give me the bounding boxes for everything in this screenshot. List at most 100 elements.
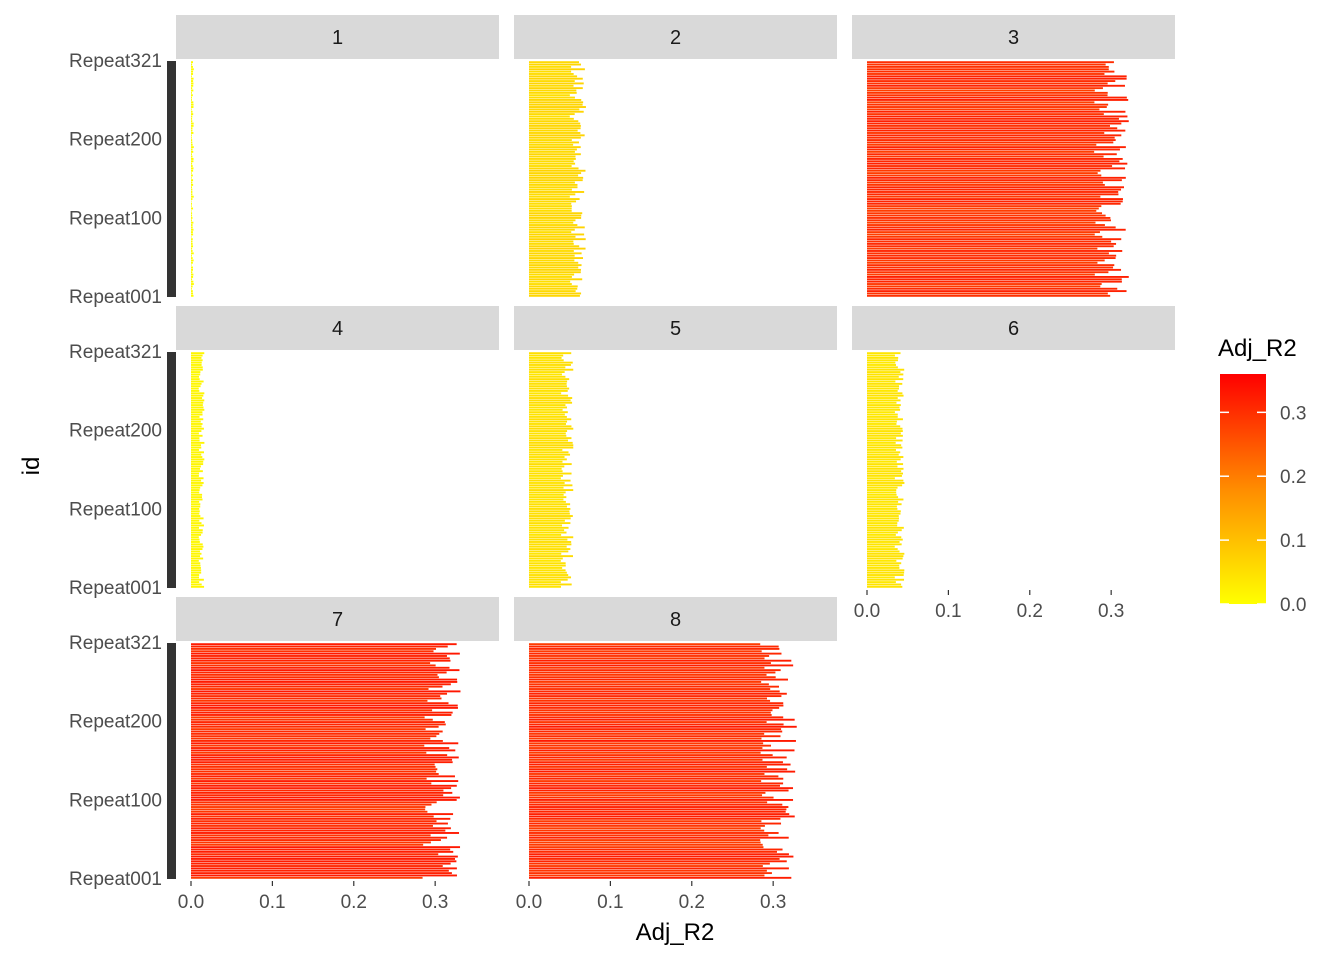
bar (191, 188, 193, 191)
bar (191, 659, 451, 662)
bar (191, 775, 455, 778)
bar (191, 439, 200, 442)
bar (867, 465, 898, 468)
bar (529, 692, 787, 695)
bar (191, 550, 200, 553)
bar (191, 803, 432, 806)
bar (529, 678, 788, 681)
bar (529, 394, 569, 397)
bar (529, 730, 783, 733)
bar (529, 690, 780, 693)
y-tick-labels-row-1: Repeat001 Repeat100 Repeat200 Repeat321 (69, 51, 176, 308)
bar (191, 507, 200, 510)
bar (529, 500, 566, 503)
bar (529, 446, 574, 449)
bar (867, 271, 1109, 274)
bar (191, 465, 201, 468)
bar (529, 259, 575, 262)
bar (191, 754, 448, 757)
bar (867, 512, 901, 515)
bar (529, 747, 763, 749)
bar (191, 467, 200, 470)
bar (529, 557, 563, 560)
bar (191, 862, 451, 865)
bar (191, 832, 460, 834)
bar (867, 106, 1107, 108)
bar (867, 87, 1103, 90)
bar (191, 209, 192, 212)
bar (529, 387, 570, 390)
bar (529, 803, 783, 806)
bar (867, 240, 1112, 243)
bar (529, 70, 572, 73)
bar (191, 193, 193, 196)
bar (191, 827, 451, 830)
bar (529, 238, 586, 241)
x-axis-panel-8: 0.0 0.1 0.2 0.3 (516, 881, 786, 913)
y-axis-ticks (167, 643, 176, 879)
bar (529, 728, 782, 731)
bar (529, 235, 576, 238)
bar (867, 418, 903, 421)
bar (867, 548, 898, 551)
bar (191, 441, 205, 444)
bar (191, 186, 193, 189)
facet-strip-3 (852, 15, 1175, 59)
bar (529, 444, 574, 447)
bar (529, 775, 779, 778)
bar (867, 129, 1126, 132)
bar (191, 221, 194, 224)
bar (529, 515, 573, 517)
bar (867, 165, 1113, 167)
bar (191, 585, 205, 588)
bar (191, 245, 194, 248)
bar (191, 482, 204, 484)
bar (191, 63, 193, 66)
facet-strip-7 (176, 597, 499, 641)
bar (529, 157, 576, 160)
bar (529, 219, 576, 222)
bar (191, 765, 436, 768)
bar (867, 470, 902, 473)
bar (529, 562, 566, 565)
bar (191, 770, 437, 773)
bar (529, 836, 789, 839)
bar (191, 510, 200, 513)
bar (191, 836, 448, 839)
bar (867, 571, 905, 574)
bar (867, 150, 1095, 153)
x-tick-label: 0.3 (760, 892, 786, 913)
bar (867, 401, 897, 404)
bar (191, 815, 434, 818)
bar (529, 61, 580, 64)
bar (867, 167, 1126, 170)
bar (529, 165, 572, 167)
bar (529, 82, 584, 85)
bar (191, 662, 431, 665)
bar (529, 465, 565, 468)
bar (529, 702, 784, 705)
bar (191, 127, 193, 130)
bar (529, 427, 574, 430)
bar (867, 484, 903, 487)
y-tick-label: Repeat200 (69, 421, 162, 442)
bar (529, 524, 563, 527)
bar (191, 117, 193, 120)
bar (191, 273, 194, 276)
bar (191, 791, 453, 794)
bar (529, 768, 788, 771)
bar (529, 420, 568, 423)
legend-title: Adj_R2 (1218, 335, 1297, 362)
bar (191, 489, 200, 492)
bar (191, 423, 203, 425)
bar (867, 448, 896, 451)
bar (529, 489, 574, 492)
bar (529, 413, 565, 416)
bar (867, 437, 897, 440)
bar (867, 389, 898, 392)
bar (529, 552, 562, 555)
bar (191, 364, 202, 366)
bar (529, 744, 771, 747)
facet-strip-6 (852, 306, 1175, 350)
bar (529, 498, 564, 501)
